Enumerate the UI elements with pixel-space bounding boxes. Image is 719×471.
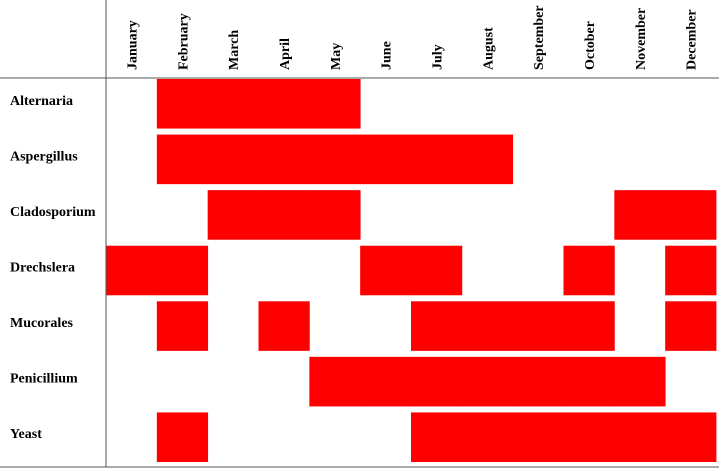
active-month bbox=[411, 412, 463, 462]
active-month bbox=[156, 79, 209, 129]
active-month bbox=[665, 245, 717, 296]
row-label: Aspergillus bbox=[10, 149, 78, 164]
row-label: Alternaria bbox=[10, 94, 73, 109]
active-month bbox=[665, 412, 717, 462]
row-label: Yeast bbox=[10, 427, 42, 442]
month-label: April bbox=[278, 38, 293, 70]
row-label: Drechslera bbox=[10, 261, 75, 276]
active-month bbox=[360, 245, 412, 296]
active-month bbox=[512, 301, 564, 351]
active-month bbox=[360, 356, 412, 407]
active-month bbox=[156, 412, 209, 462]
row-label: Cladosporium bbox=[10, 205, 96, 220]
active-month bbox=[563, 301, 615, 351]
row-label: Penicillium bbox=[10, 372, 78, 387]
active-month bbox=[614, 412, 666, 462]
month-label: July bbox=[430, 44, 445, 70]
month-label: August bbox=[481, 27, 496, 70]
active-month bbox=[106, 245, 158, 296]
active-month bbox=[411, 301, 463, 351]
active-month bbox=[614, 190, 666, 240]
month-label: September bbox=[532, 5, 547, 70]
active-month bbox=[665, 301, 717, 351]
month-label: October bbox=[583, 21, 598, 70]
month-label: December bbox=[685, 9, 700, 70]
active-month bbox=[461, 134, 514, 185]
month-label: January bbox=[125, 20, 140, 70]
active-month bbox=[258, 190, 310, 240]
active-month bbox=[207, 134, 259, 185]
active-month bbox=[461, 356, 514, 407]
active-month bbox=[258, 134, 310, 185]
month-label: May bbox=[329, 43, 344, 70]
active-month bbox=[563, 245, 615, 296]
active-month bbox=[156, 134, 209, 185]
active-month bbox=[207, 190, 259, 240]
row-label: Mucorales bbox=[10, 316, 74, 331]
active-month bbox=[665, 190, 717, 240]
active-month bbox=[411, 356, 463, 407]
active-month bbox=[360, 134, 412, 185]
active-month bbox=[512, 412, 564, 462]
active-month bbox=[309, 79, 361, 129]
active-month bbox=[207, 79, 259, 129]
active-month bbox=[563, 356, 615, 407]
month-label: March bbox=[227, 30, 242, 70]
active-month bbox=[258, 301, 310, 351]
active-month bbox=[411, 134, 463, 185]
active-month bbox=[309, 134, 361, 185]
active-month bbox=[156, 301, 209, 351]
month-label: June bbox=[380, 41, 395, 70]
active-month bbox=[614, 356, 666, 407]
active-month bbox=[563, 412, 615, 462]
month-label: November bbox=[634, 8, 649, 70]
active-month bbox=[461, 412, 514, 462]
active-month bbox=[309, 356, 361, 407]
active-month bbox=[258, 79, 310, 129]
active-month bbox=[461, 301, 514, 351]
active-month bbox=[156, 245, 209, 296]
active-month bbox=[309, 190, 361, 240]
active-month bbox=[411, 245, 463, 296]
month-label: February bbox=[176, 13, 191, 70]
active-month bbox=[512, 356, 564, 407]
